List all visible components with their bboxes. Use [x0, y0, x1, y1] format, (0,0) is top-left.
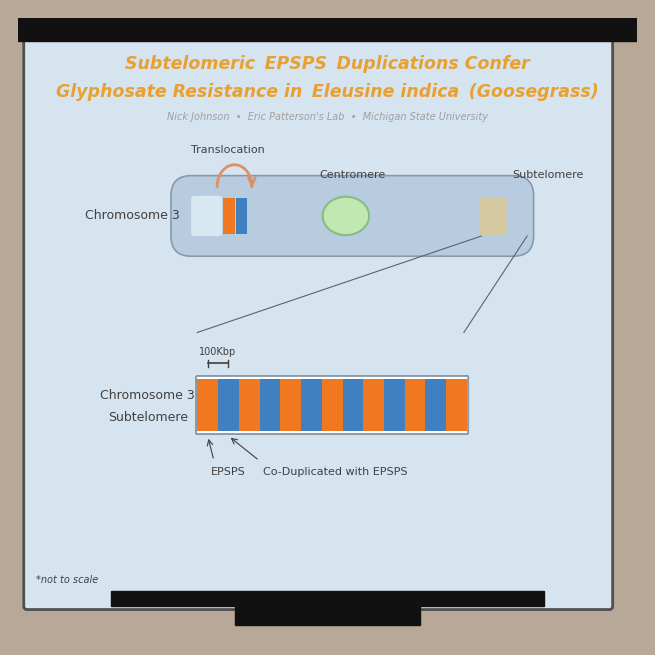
Text: Co-Duplicated with EPSPS: Co-Duplicated with EPSPS — [263, 467, 407, 477]
Bar — [236, 198, 247, 234]
Text: Translocation: Translocation — [191, 145, 265, 155]
Text: Subtelomere: Subtelomere — [512, 170, 583, 180]
Bar — [405, 379, 426, 431]
FancyBboxPatch shape — [191, 196, 222, 236]
FancyBboxPatch shape — [479, 197, 507, 235]
Bar — [426, 379, 446, 431]
Bar — [111, 591, 544, 607]
Bar — [197, 379, 218, 431]
Bar — [343, 379, 364, 431]
Text: Subtelomeric  EPSPS  Duplications Confer: Subtelomeric EPSPS Duplications Confer — [125, 55, 530, 73]
Text: Subtelomere: Subtelomere — [107, 411, 188, 424]
Text: Glyphosate Resistance in  Eleusine indica  (Goosegrass): Glyphosate Resistance in Eleusine indica… — [56, 83, 599, 101]
Bar — [18, 18, 637, 41]
Bar — [234, 607, 421, 625]
Text: Nick Johnson  •  Eric Patterson's Lab  •  Michigan State University: Nick Johnson • Eric Patterson's Lab • Mi… — [167, 112, 488, 122]
FancyBboxPatch shape — [171, 176, 534, 256]
Bar — [364, 379, 384, 431]
Text: EPSPS: EPSPS — [211, 467, 246, 477]
Bar — [223, 198, 234, 234]
FancyBboxPatch shape — [196, 376, 468, 434]
Text: Chromosome 3: Chromosome 3 — [85, 210, 179, 223]
Text: *not to scale: *not to scale — [36, 574, 98, 585]
Bar — [322, 379, 343, 431]
Text: Chromosome 3: Chromosome 3 — [100, 389, 195, 402]
Bar — [218, 379, 239, 431]
Text: 100Kbp: 100Kbp — [199, 347, 236, 357]
Bar — [280, 379, 301, 431]
FancyBboxPatch shape — [24, 39, 612, 610]
Bar — [259, 379, 280, 431]
Bar — [301, 379, 322, 431]
Ellipse shape — [323, 196, 369, 235]
Text: Centromere: Centromere — [319, 170, 385, 180]
Bar — [384, 379, 405, 431]
Bar — [446, 379, 467, 431]
Bar — [239, 379, 259, 431]
